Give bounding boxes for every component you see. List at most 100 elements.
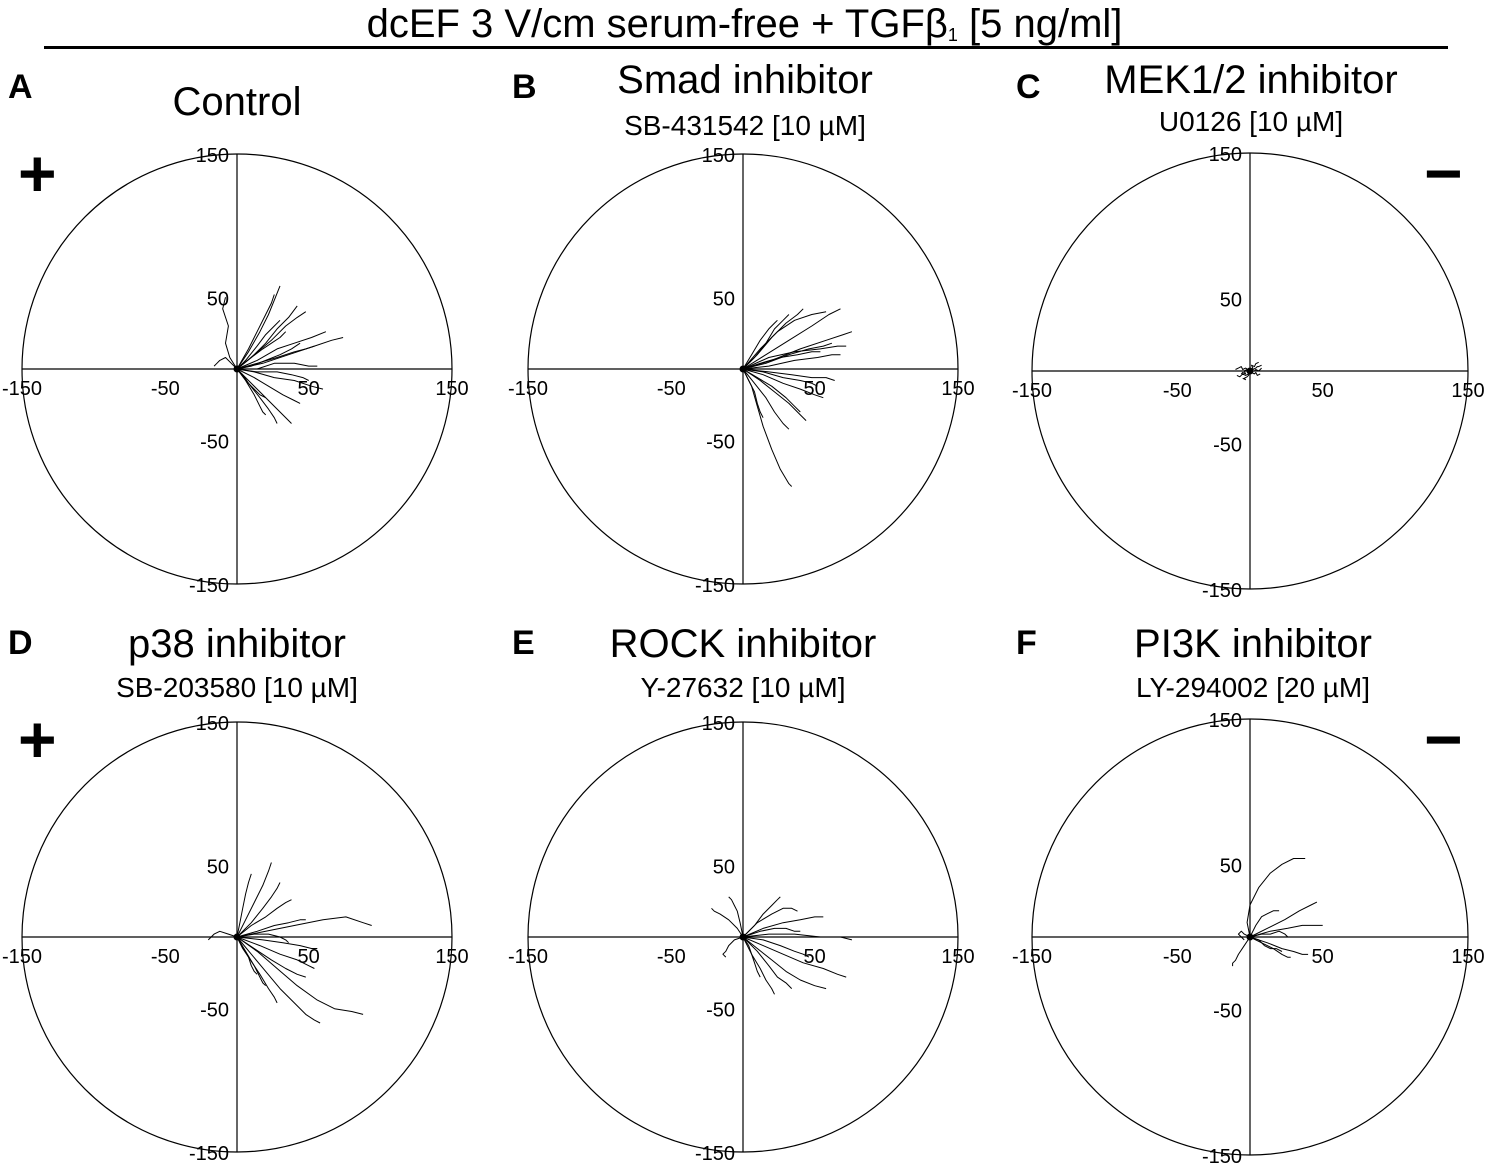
y-tick-label: -50 [200,432,229,454]
cell-trajectory [1249,936,1283,952]
cell-trajectory [1235,366,1251,372]
cell-trajectory [742,368,835,381]
cell-trajectory [1249,924,1323,938]
y-tick-label: -50 [1213,435,1242,457]
y-tick-label: 150 [1209,144,1242,166]
cell-trajectory [236,285,281,370]
plot-panel-d: -150 -50 50 150 150 50 -50 -150 [2,713,469,1165]
cell-trajectory [742,936,827,990]
y-tick-label: -150 [189,1143,229,1165]
x-tick-label: -150 [508,946,548,968]
cell-trajectory [742,368,793,487]
cell-trajectory [236,862,272,938]
y-tick-label: -150 [695,1143,735,1165]
cell-trajectory [236,331,287,370]
cell-trajectory [742,311,827,370]
x-tick-label: 150 [435,946,468,968]
cell-trajectory [236,936,364,1015]
title-rule [44,46,1448,49]
cell-trajectory [236,936,321,1024]
x-tick-label: 50 [298,946,320,968]
y-tick-label: 50 [1220,289,1242,311]
x-tick-label: 150 [941,946,974,968]
cell-trajectory [236,936,306,978]
panel-subtitle-c: U0126 [10 µM] [1158,106,1344,137]
plot-panel-e: -150 -50 50 150 150 50 -50 -150 [508,713,975,1165]
cell-trajectory [722,936,744,958]
cell-trajectory [1249,901,1318,938]
cell-trajectory [742,933,853,941]
cell-trajectory [1246,858,1306,938]
plot-panel-a: -150 -50 50 150 150 50 -50 -150 [2,145,469,597]
cell-trajectory [742,936,793,989]
panel-letter-d: D [8,624,33,662]
x-tick-label: 50 [1312,946,1334,968]
panel-title-d: p38 inhibitor [128,622,346,666]
origin-cluster [233,365,241,373]
cell-trajectory [742,927,801,938]
y-tick-label: 150 [196,713,229,735]
cell-trajectory [236,936,267,987]
x-tick-label: -50 [1163,946,1192,968]
pole-sign-a: + [18,136,57,210]
cell-trajectory [742,368,807,421]
cell-trajectory [742,314,790,370]
cell-trajectory [1242,370,1251,381]
cell-trajectory [742,936,810,958]
cell-trajectory [742,354,841,370]
y-tick-label: 150 [702,713,735,735]
x-tick-label: -150 [508,378,548,400]
cell-trajectory [237,362,318,370]
x-tick-label: 50 [804,946,826,968]
pole-sign-f: − [1424,702,1463,776]
y-tick-label: 150 [702,145,735,167]
cell-trajectory [236,368,292,424]
panel-title-e: ROCK inhibitor [609,622,877,666]
cell-trajectory [1232,936,1251,967]
y-tick-label: 150 [1209,710,1242,732]
y-tick-label: 50 [713,856,735,878]
figure-title-main: dcEF 3 V/cm serum-free + TGFβ [366,2,948,46]
panel-letter-e: E [512,624,535,662]
x-tick-label: 150 [435,378,468,400]
cell-trajectory [236,873,252,938]
cell-trajectory [742,907,798,938]
cell-trajectory [213,357,238,370]
cell-trajectory [236,936,318,949]
cell-trajectory [236,368,301,404]
y-tick-label: -150 [1202,1146,1242,1166]
origin-cluster [1246,367,1254,375]
y-tick-label: -50 [706,432,735,454]
panel-letter-c: C [1016,68,1041,106]
x-tick-label: -150 [1012,380,1052,402]
x-tick-label: -50 [151,378,180,400]
cell-trajectory [742,368,824,399]
origin-cluster [739,365,747,373]
cell-trajectory [742,368,790,430]
cell-trajectory [742,308,841,370]
panel-letter-a: A [8,68,33,106]
origin-cluster [739,933,747,941]
y-tick-label: 150 [196,145,229,167]
cell-trajectory [236,319,281,370]
x-tick-label: 50 [1312,380,1334,402]
pole-sign-c: − [1424,136,1463,210]
y-tick-label: 50 [713,288,735,310]
y-tick-label: -50 [706,1000,735,1022]
x-tick-label: 50 [804,378,826,400]
y-tick-label: 50 [207,856,229,878]
cell-trajectory [236,345,315,370]
origin-cluster [1246,933,1254,941]
cell-trajectory [236,933,289,944]
x-tick-label: 50 [298,378,320,400]
panel-subtitle-e: Y-27632 [10 µM] [640,672,846,703]
cell-trajectory [742,319,778,370]
x-tick-label: -50 [1163,380,1192,402]
cell-trajectory [742,936,775,995]
cell-trajectory [742,936,847,978]
y-tick-label: -50 [1213,1001,1242,1023]
origin-cluster [233,933,241,941]
cell-trajectory [236,342,301,370]
x-tick-label: -150 [2,946,42,968]
cell-trajectory [236,936,315,969]
